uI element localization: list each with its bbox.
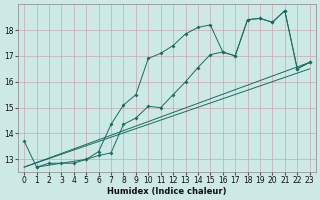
X-axis label: Humidex (Indice chaleur): Humidex (Indice chaleur) <box>107 187 227 196</box>
